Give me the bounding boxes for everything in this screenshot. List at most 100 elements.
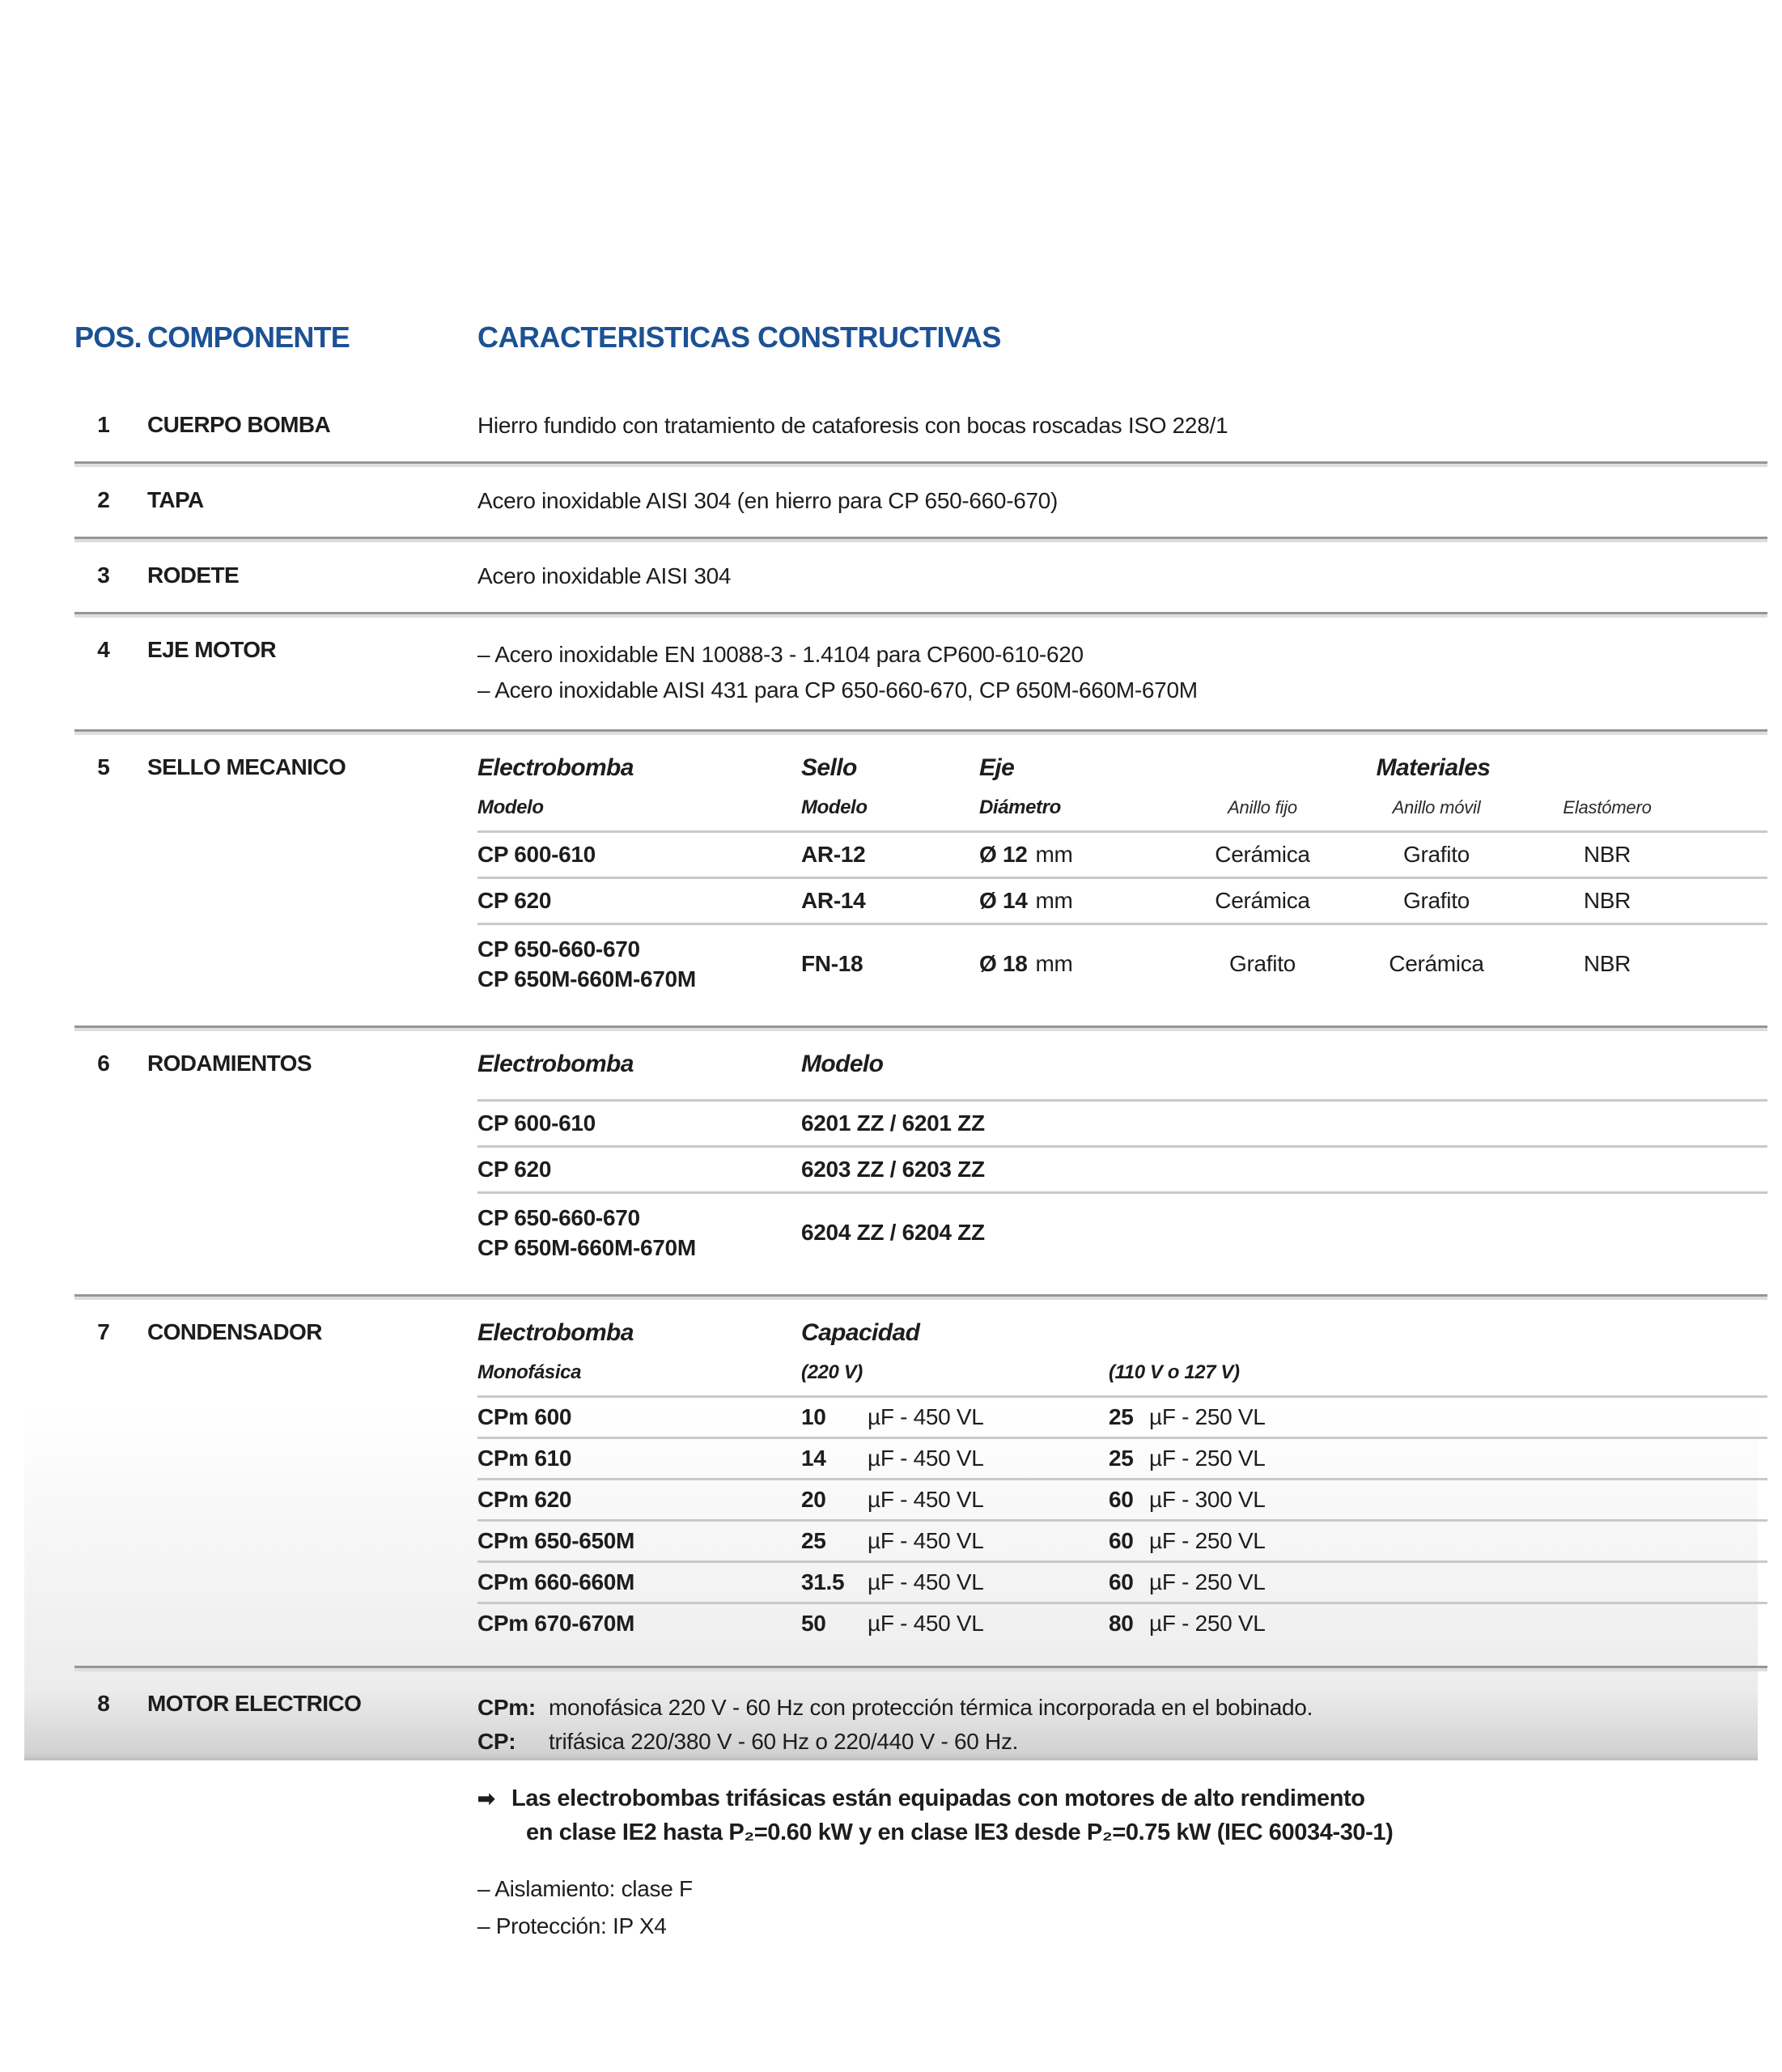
motor-extras: – Aislamiento: clase F – Protección: IP … xyxy=(477,1870,1767,1945)
row-divider xyxy=(74,1666,1767,1671)
cell-valor: 6204 ZZ / 6204 ZZ xyxy=(801,1220,985,1245)
component-label: SELLO MECANICO xyxy=(147,754,346,779)
efficiency-note: ➡ Las electrobombas trifásicas están equ… xyxy=(477,1781,1767,1849)
cell-modelo: CP 650-660-670 CP 650M-660M-670M xyxy=(477,1205,696,1260)
cell-sello: FN-18 xyxy=(801,951,863,976)
sello-subheader-row: Modelo Modelo Diámetro Anillo fijo Anill… xyxy=(477,796,1767,819)
cell-modelo: CPm 660-660M xyxy=(477,1569,635,1594)
table-row: CP 600-610 6201 ZZ / 6201 ZZ xyxy=(477,1102,1767,1145)
subrow-divider xyxy=(477,1519,1767,1522)
col-header-sello: Sello xyxy=(801,754,857,781)
spec-line: – Acero inoxidable AISI 431 para CP 650-… xyxy=(477,677,1198,703)
cell-110v: 60 µF - 250 VL xyxy=(1109,1569,1266,1594)
component-label: EJE MOTOR xyxy=(147,637,277,662)
col-header-electrobomba: Electrobomba xyxy=(477,754,634,781)
table-row: CPm 610 14 µF - 450 VL 25 µF - 250 VL xyxy=(477,1439,1767,1478)
motor-spec: CPm: monofásica 220 V - 60 Hz con protec… xyxy=(477,1691,1767,1945)
subrow-divider xyxy=(477,877,1767,879)
sello-header-row: Electrobomba Sello Eje Materiales xyxy=(477,754,1767,782)
pos-number: 6 xyxy=(97,1051,110,1076)
spec-text: Acero inoxidable AISI 304 xyxy=(477,563,732,588)
diametro-unit: mm xyxy=(1035,888,1073,913)
diametro-value: Ø 12 xyxy=(979,842,1028,867)
cell-modelo: CP 620 xyxy=(477,1157,552,1182)
row-tapa: 2 TAPA Acero inoxidable AISI 304 (en hie… xyxy=(74,467,1767,537)
row-condensador: 7 CONDENSADOR Electrobomba Capacidad Mon… xyxy=(74,1300,1767,1666)
col-header-electrobomba: Electrobomba xyxy=(477,1051,634,1077)
pos-number: 8 xyxy=(97,1691,110,1716)
cell-220v: 20 µF - 450 VL xyxy=(801,1487,984,1512)
subcol-anillo-fijo: Anillo fijo xyxy=(1228,797,1297,817)
row-rodamientos: 6 RODAMIENTOS Electrobomba Modelo CP 600… xyxy=(74,1031,1767,1294)
cell-valor: 6201 ZZ / 6201 ZZ xyxy=(801,1110,985,1136)
subcol-modelo: Modelo xyxy=(477,796,544,818)
cell-110v: 80 µF - 250 VL xyxy=(1109,1611,1266,1636)
subcol-220v: (220 V) xyxy=(801,1361,863,1383)
row-rodete: 3 RODETE Acero inoxidable AISI 304 xyxy=(74,542,1767,612)
table-row: CPm 660-660M 31.5 µF - 450 VL 60 µF - 250 … xyxy=(477,1563,1767,1602)
header-componente: COMPONENTE xyxy=(147,321,350,354)
subcol-monofasica: Monofásica xyxy=(477,1361,582,1383)
sello-table: Electrobomba Sello Eje Materiales Modelo… xyxy=(477,754,1767,1003)
cell-anillo-movil: Grafito xyxy=(1403,888,1470,913)
row-sello-mecanico: 5 SELLO MECANICO Electrobomba Sello Eje … xyxy=(74,735,1767,1025)
subrow-divider xyxy=(477,1395,1767,1398)
cell-modelo: CPm 650-650M xyxy=(477,1528,635,1553)
diametro-unit: mm xyxy=(1035,951,1073,976)
cell-220v: 50 µF - 450 VL xyxy=(801,1611,984,1636)
diametro-value: Ø 18 xyxy=(979,951,1028,976)
spec-line: – Acero inoxidable EN 10088-3 - 1.4104 p… xyxy=(477,642,1084,667)
arrow-icon: ➡ xyxy=(477,1786,495,1811)
cell-elastomero: NBR xyxy=(1583,842,1631,867)
table-row: CP 650-660-670 CP 650M-660M-670M 6204 ZZ… xyxy=(477,1194,1767,1272)
cell-220v: 25 µF - 450 VL xyxy=(801,1528,984,1553)
cell-110v: 25 µF - 250 VL xyxy=(1109,1404,1266,1429)
cell-diametro: Ø 18 mm xyxy=(979,951,1173,977)
col-header-materiales: Materiales xyxy=(1376,754,1491,781)
row-divider xyxy=(74,612,1767,618)
subrow-divider xyxy=(477,1437,1767,1439)
table-row: CP 620 6203 ZZ / 6203 ZZ xyxy=(477,1148,1767,1191)
cell-anillo-movil: Cerámica xyxy=(1389,951,1484,976)
diametro-unit: mm xyxy=(1035,842,1073,867)
subrow-divider xyxy=(477,1145,1767,1148)
component-label: RODAMIENTOS xyxy=(147,1051,312,1076)
col-header-modelo: Modelo xyxy=(801,1051,884,1077)
subrow-divider xyxy=(477,1191,1767,1194)
col-header-capacidad: Capacidad xyxy=(801,1319,920,1346)
pos-number: 7 xyxy=(97,1319,110,1344)
cell-diametro: Ø 12 mm xyxy=(979,842,1173,868)
cell-modelo: CP 650-660-670 CP 650M-660M-670M xyxy=(477,936,696,991)
row-eje-motor: 4 EJE MOTOR – Acero inoxidable EN 10088-… xyxy=(74,618,1767,729)
spec-table: POS. COMPONENTE CARACTERISTICAS CONSTRUC… xyxy=(74,321,1767,1968)
condensador-header-row: Electrobomba Capacidad xyxy=(477,1319,1767,1347)
document-page: POS. COMPONENTE CARACTERISTICAS CONSTRUC… xyxy=(24,0,1767,1938)
row-divider xyxy=(74,1294,1767,1300)
spec-text: Hierro fundido con tratamiento de catafo… xyxy=(477,413,1228,438)
motor-label: CP: xyxy=(477,1729,516,1754)
cell-modelo: CP 600-610 xyxy=(477,842,596,867)
cell-110v: 60 µF - 250 VL xyxy=(1109,1528,1266,1553)
table-row: CPm 600 10 µF - 450 VL 25 µF - 250 VL xyxy=(477,1398,1767,1437)
cell-modelo: CPm 600 xyxy=(477,1404,572,1429)
cell-220v: 10 µF - 450 VL xyxy=(801,1404,984,1429)
pos-number: 1 xyxy=(97,412,110,437)
pos-number: 4 xyxy=(97,637,110,662)
col-header-eje: Eje xyxy=(979,754,1015,781)
component-label: CONDENSADOR xyxy=(147,1319,322,1344)
diametro-value: Ø 14 xyxy=(979,888,1028,913)
cell-anillo-fijo: Grafito xyxy=(1229,951,1296,976)
component-label: MOTOR ELECTRICO xyxy=(147,1691,362,1716)
subrow-divider xyxy=(477,1560,1767,1563)
header-pos: POS. xyxy=(74,321,142,354)
row-motor-electrico: 8 MOTOR ELECTRICO CPm: monofásica 220 V … xyxy=(74,1671,1767,1968)
proteccion-line: – Protección: IP X4 xyxy=(477,1913,667,1938)
cell-anillo-movil: Grafito xyxy=(1403,842,1470,867)
spec-text: Acero inoxidable AISI 304 (en hierro par… xyxy=(477,488,1059,513)
subcol-diametro: Diámetro xyxy=(979,796,1061,818)
table-row: CPm 650-650M 25 µF - 450 VL 60 µF - 250 VL xyxy=(477,1522,1767,1560)
pos-number: 2 xyxy=(97,487,110,512)
cell-anillo-fijo: Cerámica xyxy=(1215,842,1310,867)
table-header: POS. COMPONENTE CARACTERISTICAS CONSTRUC… xyxy=(74,321,1767,355)
aislamiento-line: – Aislamiento: clase F xyxy=(477,1876,693,1901)
